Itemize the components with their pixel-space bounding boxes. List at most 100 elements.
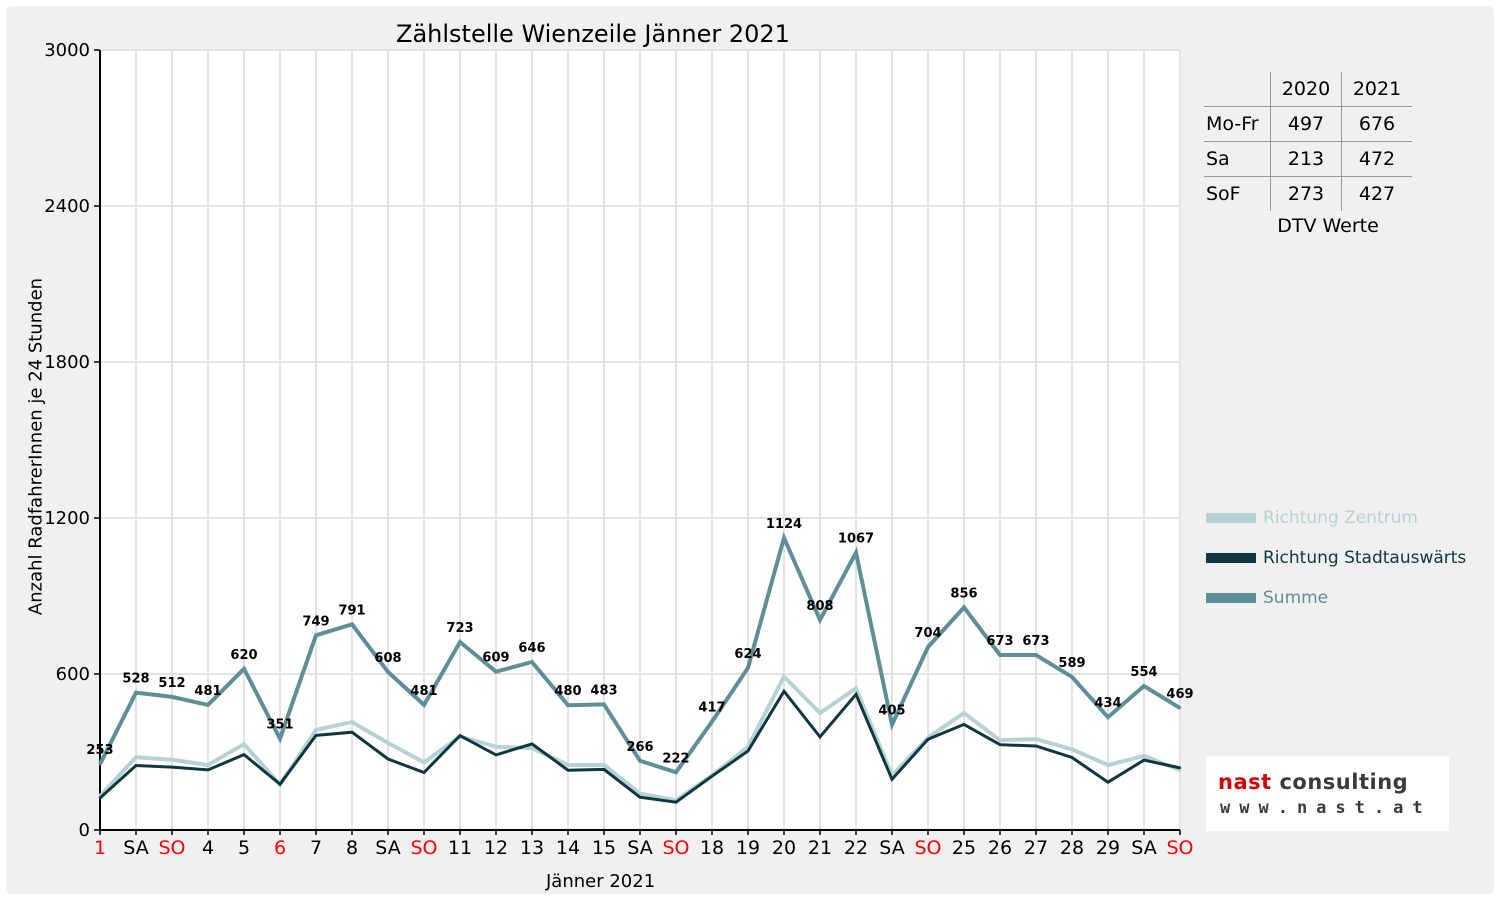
data-point xyxy=(350,720,354,724)
dtv-cell: 472 xyxy=(1341,141,1412,177)
data-point xyxy=(962,723,966,726)
data-label: 483 xyxy=(590,683,617,698)
data-point xyxy=(170,695,174,699)
chart-title: Zählstelle Wienzeile Jänner 2021 xyxy=(396,20,790,48)
data-label: 856 xyxy=(950,586,977,601)
data-point xyxy=(422,703,426,707)
data-point xyxy=(386,757,390,761)
data-point xyxy=(566,769,570,772)
data-label: 723 xyxy=(446,621,473,636)
company-logo: nast consulting www.nast.at xyxy=(1206,756,1449,831)
x-tick-label: 18 xyxy=(700,837,724,859)
x-tick-label: SA xyxy=(879,837,904,859)
data-point xyxy=(494,753,498,757)
data-point xyxy=(350,731,354,734)
y-tick-label: 1800 xyxy=(44,352,90,373)
data-label: 512 xyxy=(158,676,185,691)
data-point xyxy=(494,745,498,748)
data-label: 434 xyxy=(1094,696,1121,711)
data-point xyxy=(566,704,570,707)
data-point xyxy=(602,703,606,706)
data-label: 609 xyxy=(482,651,509,666)
y-tick-label: 600 xyxy=(56,664,90,685)
data-label: 554 xyxy=(1130,665,1157,680)
data-label: 673 xyxy=(1022,634,1049,649)
data-point xyxy=(98,763,102,766)
data-point xyxy=(746,666,750,669)
data-point xyxy=(1178,706,1182,710)
data-point xyxy=(206,763,210,767)
dtv-row-label: Mo-Fr xyxy=(1204,106,1271,142)
data-point xyxy=(818,711,822,715)
data-point xyxy=(1142,754,1146,758)
x-tick-label: 20 xyxy=(772,837,796,859)
data-point xyxy=(674,800,678,804)
x-axis-label: Jänner 2021 xyxy=(546,871,656,892)
data-label: 351 xyxy=(266,718,293,733)
data-point xyxy=(98,796,102,800)
x-tick-label: 5 xyxy=(238,837,250,859)
data-label: 624 xyxy=(734,647,761,662)
x-tick-label: 27 xyxy=(1024,837,1048,859)
data-point xyxy=(638,759,642,763)
dtv-caption: DTV Werte xyxy=(1277,215,1379,237)
data-label: 222 xyxy=(662,751,689,766)
data-label: 646 xyxy=(518,641,545,656)
data-label: 704 xyxy=(914,626,941,641)
data-point xyxy=(962,606,966,609)
y-tick-label: 1200 xyxy=(44,508,90,529)
data-label: 791 xyxy=(338,603,365,618)
data-point xyxy=(314,728,318,732)
data-point xyxy=(422,771,426,774)
data-point xyxy=(818,618,822,622)
data-point xyxy=(530,746,534,750)
x-tick-label: 11 xyxy=(448,837,472,859)
data-point xyxy=(422,761,426,764)
data-label: 608 xyxy=(374,651,401,666)
dtv-table: 2020 2021 Mo-Fr 497 676 Sa 213 472 SoF 2… xyxy=(1204,72,1412,237)
x-tick-label: SA xyxy=(627,837,652,859)
x-tick-label: 29 xyxy=(1096,837,1120,859)
data-point xyxy=(1142,684,1146,688)
data-point xyxy=(1178,769,1182,772)
y-tick-label: 0 xyxy=(79,820,90,841)
data-point xyxy=(278,737,282,740)
dtv-header-2020: 2020 xyxy=(1270,72,1342,107)
x-tick-label: 22 xyxy=(844,837,868,859)
legend-label: Summe xyxy=(1263,588,1329,608)
y-tick-label: 3000 xyxy=(44,40,90,61)
data-point xyxy=(566,763,570,767)
data-label: 481 xyxy=(410,684,437,699)
data-point xyxy=(1106,763,1110,767)
legend-swatch xyxy=(1206,553,1256,563)
data-point xyxy=(386,741,390,745)
data-point xyxy=(1106,780,1110,784)
data-point xyxy=(782,675,786,678)
data-point xyxy=(818,735,822,739)
x-tick-label: 28 xyxy=(1060,837,1084,859)
data-label: 589 xyxy=(1058,656,1085,671)
x-tick-label: SO xyxy=(662,837,689,859)
x-tick-label: SO xyxy=(158,837,185,859)
data-label: 1124 xyxy=(766,517,802,532)
data-point xyxy=(890,778,894,781)
data-point xyxy=(1034,653,1038,657)
x-tick-label: 25 xyxy=(952,837,976,859)
data-point xyxy=(926,738,930,741)
data-point xyxy=(458,640,462,644)
data-point xyxy=(386,670,390,674)
legend-swatch xyxy=(1206,513,1256,523)
data-label: 528 xyxy=(122,672,149,687)
data-point xyxy=(134,691,138,694)
data-point xyxy=(242,753,246,756)
data-point xyxy=(602,768,606,771)
data-label: 620 xyxy=(230,648,257,663)
data-point xyxy=(134,764,138,767)
data-point xyxy=(530,660,534,664)
legend-item-summe: Summe xyxy=(1206,578,1466,618)
data-point xyxy=(926,645,930,649)
y-axis-label: Anzahl RadfahrerInnen je 24 Stunden xyxy=(25,277,47,616)
dtv-row-label: SoF xyxy=(1204,176,1271,211)
logo-url: www.nast.at xyxy=(1220,798,1432,818)
data-point xyxy=(674,771,678,774)
